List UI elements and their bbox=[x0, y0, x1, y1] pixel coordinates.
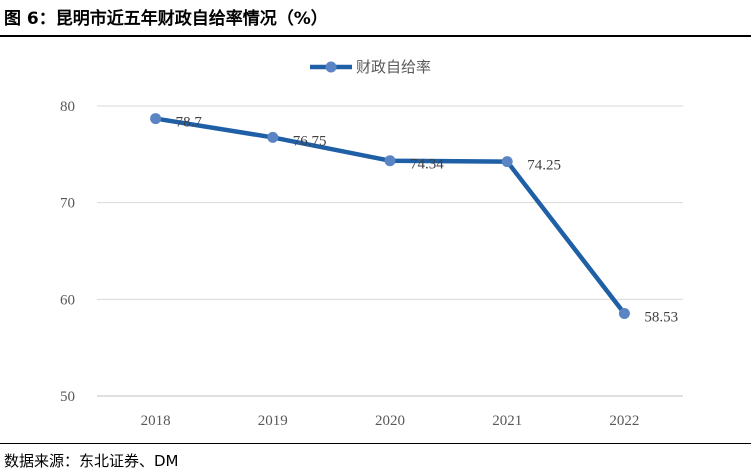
data-label: 74.34 bbox=[410, 157, 444, 173]
y-tick-label: 80 bbox=[60, 99, 75, 115]
data-label: 74.25 bbox=[527, 158, 561, 174]
x-tick-label: 2021 bbox=[492, 413, 522, 429]
y-tick-label: 50 bbox=[60, 389, 75, 405]
data-point bbox=[384, 155, 396, 167]
grid-lines bbox=[97, 105, 683, 397]
data-point bbox=[150, 113, 162, 125]
figure-title: 图 6：昆明市近五年财政自给率情况（%） bbox=[4, 9, 328, 29]
data-point bbox=[501, 156, 513, 168]
data-point bbox=[618, 308, 630, 320]
x-axis-ticks: 2018 2019 2020 2021 2022 bbox=[141, 413, 640, 429]
data-label: 76.75 bbox=[293, 133, 327, 149]
data-label: 78.7 bbox=[176, 115, 203, 131]
source-rule bbox=[0, 443, 751, 444]
series-line bbox=[155, 116, 627, 315]
legend: 财政自给率 bbox=[310, 58, 431, 76]
legend-marker bbox=[325, 61, 337, 73]
y-axis-ticks: 50 60 70 80 bbox=[60, 99, 75, 405]
x-tick-label: 2020 bbox=[375, 413, 405, 429]
data-point bbox=[267, 131, 279, 143]
source-note: 数据来源：东北证券、DM bbox=[4, 452, 179, 470]
x-tick-label: 2022 bbox=[609, 413, 639, 429]
x-tick-label: 2018 bbox=[141, 413, 171, 429]
x-tick-label: 2019 bbox=[258, 413, 288, 429]
y-tick-label: 60 bbox=[60, 292, 75, 308]
data-label: 58.53 bbox=[644, 310, 678, 326]
series-layer: 78.7 76.75 74.34 74.25 58.53 bbox=[150, 113, 678, 326]
y-tick-label: 70 bbox=[60, 196, 75, 212]
legend-label: 财政自给率 bbox=[356, 58, 431, 76]
title-rule bbox=[0, 35, 751, 37]
